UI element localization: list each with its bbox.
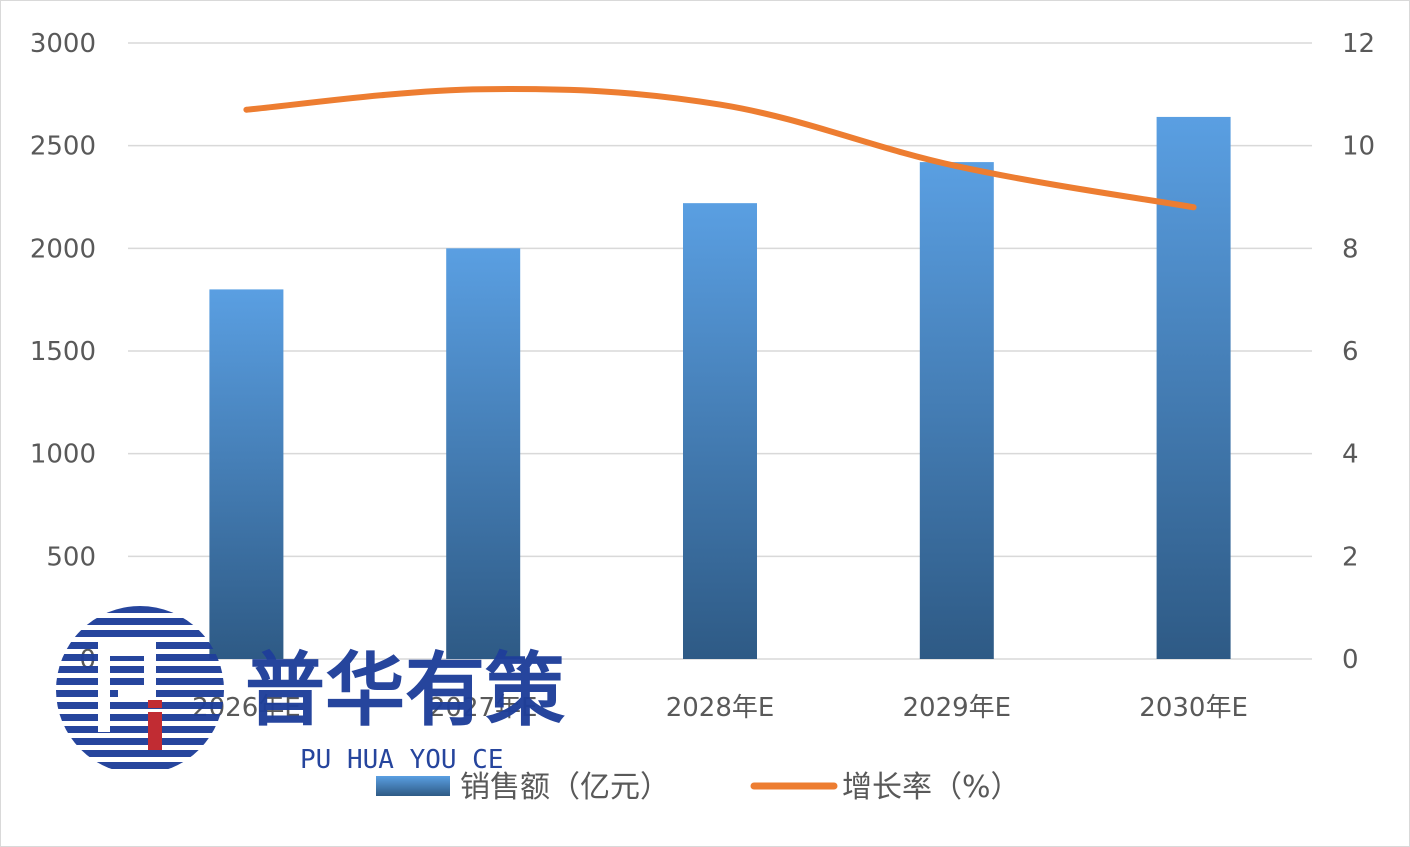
y-left-tick-label: 2500 xyxy=(30,132,96,162)
legend-line-label: 增长率（%） xyxy=(842,770,1021,805)
y-left-tick-label: 3000 xyxy=(30,29,96,59)
y-right-tick-label: 10 xyxy=(1342,132,1375,162)
legend: 销售额（亿元） 增长率（%） xyxy=(376,770,1021,805)
y-axis-right: 0 2 4 6 8 10 12 xyxy=(1342,29,1375,675)
x-tick-label: 2030年E xyxy=(1139,693,1248,723)
growth-line xyxy=(243,86,1197,211)
y-right-tick-label: 6 xyxy=(1342,337,1359,367)
legend-bar-label: 销售额（亿元） xyxy=(460,770,670,805)
bar xyxy=(919,162,994,660)
x-tick-label: 2029年E xyxy=(902,693,1011,723)
bar xyxy=(209,289,284,659)
legend-bar-swatch xyxy=(376,776,450,796)
bar xyxy=(1156,116,1231,660)
x-tick-label: 2027年E xyxy=(429,693,538,723)
y-right-tick-label: 0 xyxy=(1342,645,1359,675)
watermark: 普华有策 PU HUA YOU CE xyxy=(56,606,565,775)
bar xyxy=(446,248,521,660)
y-right-tick-label: 12 xyxy=(1342,29,1375,59)
y-axis-left: 050010001500200025003000 xyxy=(30,29,96,675)
bar xyxy=(683,203,757,659)
line-series xyxy=(243,86,1197,211)
y-left-tick-label: 1000 xyxy=(30,440,96,470)
watermark-logo-icon xyxy=(56,606,224,769)
watermark-title: 普华有策 xyxy=(245,644,565,737)
y-right-tick-label: 4 xyxy=(1342,440,1359,470)
y-right-tick-label: 2 xyxy=(1342,542,1359,572)
x-tick-label: 2028年E xyxy=(666,693,775,723)
y-left-tick-label: 2000 xyxy=(30,234,96,264)
bar-series xyxy=(209,116,1231,660)
watermark-subtitle: PU HUA YOU CE xyxy=(300,745,504,775)
y-left-tick-label: 1500 xyxy=(30,337,96,367)
y-right-tick-label: 8 xyxy=(1342,234,1359,264)
y-left-tick-label: 500 xyxy=(46,542,96,572)
